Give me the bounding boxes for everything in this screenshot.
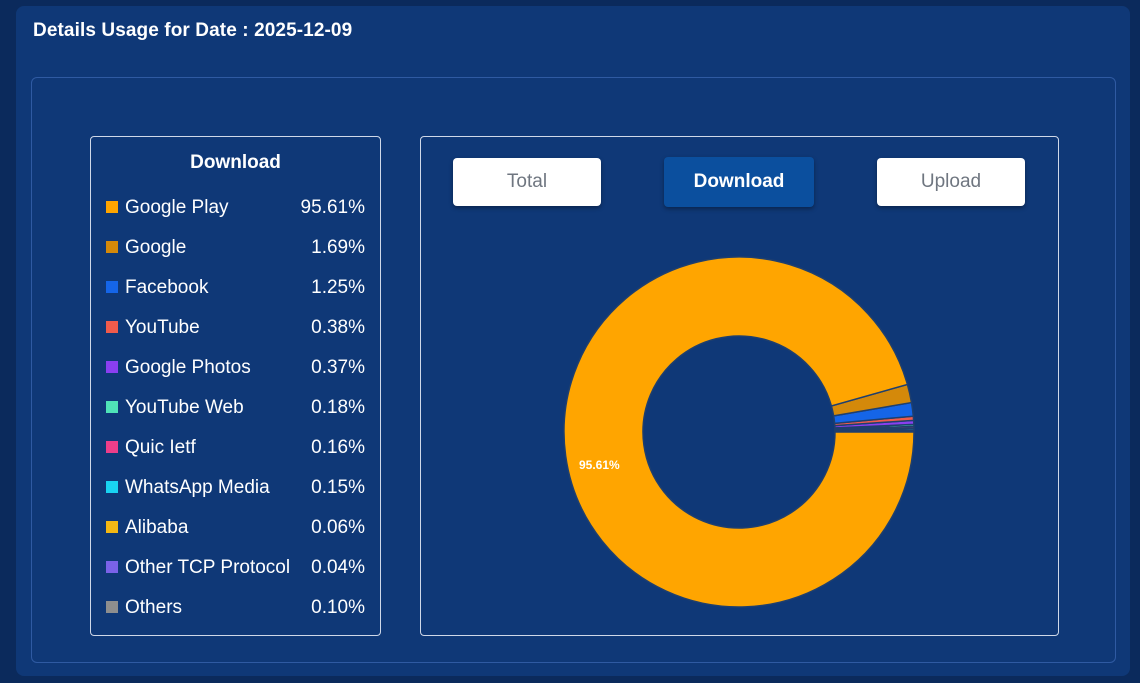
tab-download[interactable]: Download [664, 157, 814, 207]
usage-details-card: Details Usage for Date : 2025-12-09 Down… [16, 6, 1130, 676]
legend-title: Download [190, 152, 281, 173]
legend-item-name: YouTube Web [125, 397, 244, 418]
legend-item-name: Google Photos [125, 357, 251, 378]
legend-swatch [106, 601, 118, 613]
legend-swatch [106, 561, 118, 573]
legend-item-name: WhatsApp Media [125, 477, 270, 498]
legend-item-value: 1.69% [311, 237, 365, 258]
legend-item-name: Google Play [125, 197, 229, 218]
legend-item-value: 0.15% [311, 477, 365, 498]
legend-item-name: Others [125, 597, 183, 618]
legend-item-name: Facebook [125, 277, 209, 298]
legend-swatch [106, 361, 118, 373]
legend-item[interactable]: Other TCP Protocol 0.04% [91, 557, 380, 597]
legend-item-value: 0.10% [311, 597, 365, 618]
legend-item[interactable]: YouTube Web 0.18% [91, 397, 380, 437]
legend-swatch [106, 281, 118, 293]
legend-item[interactable]: WhatsApp Media 0.15% [91, 477, 380, 517]
legend-item-value: 0.04% [311, 557, 365, 578]
legend-item[interactable]: Google Play 95.61% [91, 197, 380, 237]
legend-item-name: YouTube [125, 317, 200, 338]
legend-swatch [106, 481, 118, 493]
legend-item[interactable]: Facebook 1.25% [91, 277, 380, 317]
legend-panel: Download Google Play 95.61% Google 1.69%… [90, 136, 381, 636]
legend-item-name: Quic Ietf [125, 437, 196, 458]
legend-item-value: 0.06% [311, 517, 365, 538]
legend-swatch [106, 241, 118, 253]
legend-swatch [106, 321, 118, 333]
legend-item[interactable]: Others 0.10% [91, 597, 380, 637]
legend-item[interactable]: Google 1.69% [91, 237, 380, 277]
legend-item-name: Alibaba [125, 517, 189, 538]
legend-item-value: 0.38% [311, 317, 365, 338]
legend-item[interactable]: YouTube 0.38% [91, 317, 380, 357]
legend-item[interactable]: Google Photos 0.37% [91, 357, 380, 397]
page-title: Details Usage for Date : 2025-12-09 [33, 20, 353, 41]
legend-item-value: 95.61% [300, 197, 365, 218]
legend-swatch [106, 521, 118, 533]
legend-swatch [106, 201, 118, 213]
tab-total[interactable]: Total [453, 158, 601, 206]
legend-item-value: 0.18% [311, 397, 365, 418]
legend-list: Google Play 95.61% Google 1.69% Facebook… [91, 197, 380, 637]
legend-item-name: Other TCP Protocol [125, 557, 291, 578]
usage-panel: Download Google Play 95.61% Google 1.69%… [31, 77, 1116, 663]
legend-swatch [106, 401, 118, 413]
tab-upload[interactable]: Upload [877, 158, 1025, 206]
donut-data-label: 95.61% [579, 458, 620, 472]
donut-slice-google-play[interactable] [563, 256, 915, 608]
legend-item[interactable]: Quic Ietf 0.16% [91, 437, 380, 477]
chart-panel: Total Download Upload 95.61% [420, 136, 1059, 636]
legend-item-value: 0.16% [311, 437, 365, 458]
legend-item[interactable]: Alibaba 0.06% [91, 517, 380, 557]
legend-item-value: 0.37% [311, 357, 365, 378]
legend-swatch [106, 441, 118, 453]
legend-item-name: Google [125, 237, 187, 258]
legend-item-value: 1.25% [311, 277, 365, 298]
donut-chart: 95.61% [563, 256, 915, 608]
